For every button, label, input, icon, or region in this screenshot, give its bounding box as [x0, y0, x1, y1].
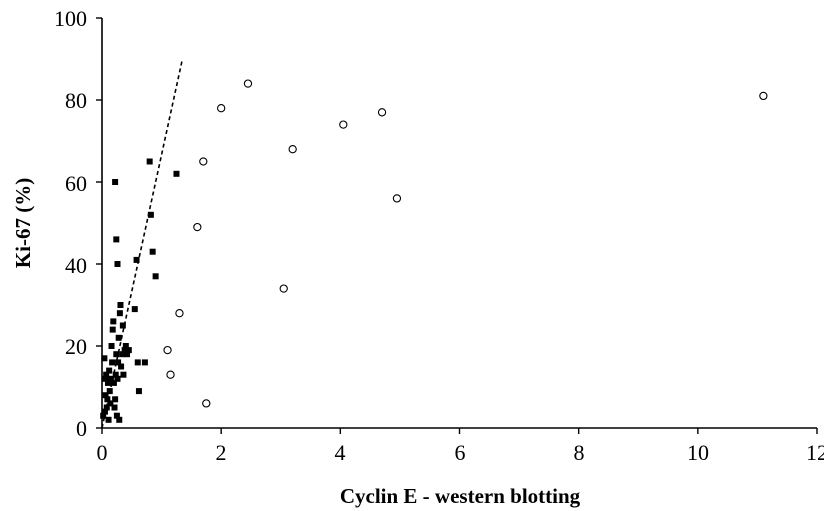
data-point-square [110, 379, 117, 386]
y-tick-label: 20 [65, 334, 87, 359]
y-axis-title: Ki-67 (%) [11, 178, 35, 268]
data-point-square [121, 347, 128, 354]
data-point-square [113, 236, 120, 243]
data-point-square [113, 412, 120, 419]
data-point-square [116, 416, 123, 423]
data-point-circle [193, 222, 202, 232]
data-point-square [106, 367, 113, 374]
data-point-square [112, 396, 119, 403]
plot-area [96, 17, 818, 434]
data-point-circle [392, 194, 402, 203]
data-point-square [125, 347, 132, 354]
data-point-circle [202, 399, 211, 408]
x-tick-label: 8 [574, 440, 585, 465]
data-point-square [114, 261, 121, 267]
data-point-square [110, 318, 117, 325]
data-point-square [100, 412, 107, 419]
y-tick-label: 60 [65, 171, 87, 196]
x-tick-label: 4 [335, 440, 346, 465]
y-tick-label: 40 [65, 253, 87, 278]
x-tick-label: 6 [455, 440, 466, 465]
data-point-square [117, 302, 124, 308]
data-point-square [135, 388, 142, 395]
data-point-square [122, 343, 129, 349]
data-point-square [104, 396, 111, 403]
data-point-square [133, 256, 140, 263]
x-tick-label: 2 [216, 440, 227, 465]
data-point-square [141, 359, 148, 366]
data-point-square [105, 416, 112, 423]
data-point-square [134, 359, 141, 366]
data-point-circle [377, 108, 387, 117]
data-point-square [107, 375, 114, 382]
x-axis-title: Cyclin E - western blotting [340, 484, 581, 508]
data-point-square [109, 359, 116, 366]
y-tick-label: 0 [76, 416, 87, 441]
data-point-square [101, 355, 108, 362]
data-point-square [106, 388, 113, 395]
data-point-circle [163, 345, 172, 355]
data-point-square [104, 379, 111, 386]
data-point-square [101, 375, 108, 382]
data-point-circle [339, 120, 348, 129]
data-point-circle [166, 370, 175, 379]
y-tick-label: 100 [54, 6, 87, 31]
data-point-square [146, 158, 153, 165]
x-tick-label: 0 [97, 440, 108, 465]
data-point-square [149, 248, 156, 255]
data-point-square [108, 343, 115, 349]
x-tick-labels: 0 2 4 6 8 10 12 [97, 440, 824, 465]
data-point-square [152, 273, 159, 280]
data-point-square [124, 351, 131, 358]
data-point-circle [243, 79, 253, 88]
data-point-square [111, 404, 118, 411]
data-point-square [114, 375, 121, 382]
data-point-circle [199, 157, 208, 166]
data-point-square [107, 400, 114, 407]
data-point-square [113, 351, 120, 358]
x-tick-label: 12 [806, 440, 824, 465]
data-point-square [112, 371, 119, 378]
data-point-circle [279, 284, 288, 293]
data-point-square [109, 326, 116, 333]
data-point-square [116, 310, 123, 317]
data-point-square [119, 322, 126, 329]
data-point-circle [288, 145, 297, 154]
data-point-circle [759, 91, 768, 101]
data-point-square [131, 306, 138, 313]
data-point-square [112, 179, 119, 185]
data-point-square [119, 351, 126, 358]
y-tick-label: 80 [65, 88, 87, 113]
data-point-square [115, 359, 122, 366]
data-point-square [103, 404, 110, 411]
x-tick-label: 10 [687, 440, 709, 465]
data-point-square [173, 170, 180, 177]
data-point-square [147, 211, 154, 218]
data-point-square [101, 408, 108, 415]
axis-lines [101, 18, 817, 429]
data-point-circle [175, 309, 184, 318]
data-point-square [102, 392, 109, 399]
data-point-square [103, 371, 110, 378]
data-point-square [115, 334, 122, 341]
data-point-square [120, 371, 127, 378]
y-tick-labels: 0 20 40 60 80 100 [54, 6, 87, 441]
data-point-circle [217, 104, 226, 113]
data-point-square [118, 363, 125, 370]
